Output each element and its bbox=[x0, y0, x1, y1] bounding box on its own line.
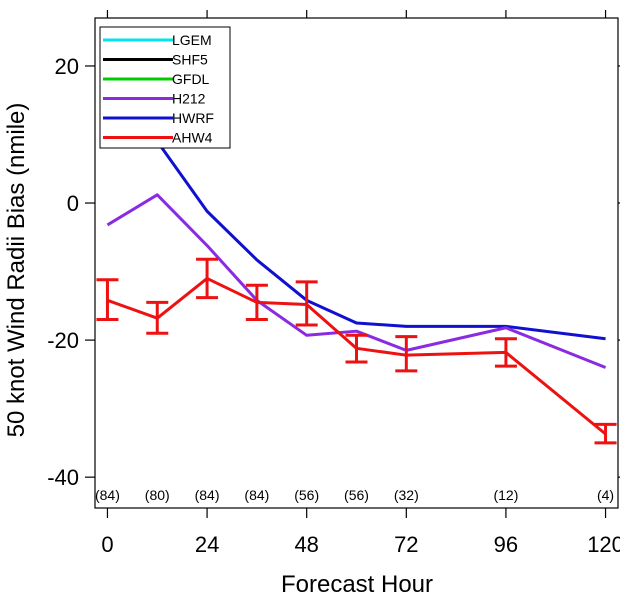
y-tick-label: 20 bbox=[55, 54, 79, 79]
legend-label: H212 bbox=[172, 91, 206, 107]
y-tick-label: -20 bbox=[47, 328, 79, 353]
sample-count-label: (32) bbox=[394, 487, 419, 503]
legend-label: AHW4 bbox=[172, 130, 213, 146]
x-tick-label: 96 bbox=[494, 532, 518, 557]
x-axis-title: Forecast Hour bbox=[281, 571, 433, 598]
y-tick-label: -40 bbox=[47, 465, 79, 490]
sample-count-label: (56) bbox=[294, 487, 319, 503]
x-tick-label: 0 bbox=[101, 532, 113, 557]
sample-count-label: (12) bbox=[493, 487, 518, 503]
legend-label: SHF5 bbox=[172, 52, 208, 68]
y-tick-label: 0 bbox=[67, 191, 79, 216]
sample-count-label: (84) bbox=[244, 487, 269, 503]
sample-count-label: (84) bbox=[195, 487, 220, 503]
x-tick-label: 48 bbox=[294, 532, 318, 557]
legend-label: GFDL bbox=[172, 71, 210, 87]
x-tick-label: 24 bbox=[195, 532, 219, 557]
x-tick-label: 72 bbox=[394, 532, 418, 557]
legend-label: HWRF bbox=[172, 110, 214, 126]
legend-label: LGEM bbox=[172, 32, 212, 48]
sample-count-label: (84) bbox=[95, 487, 120, 503]
plot-frame bbox=[94, 17, 619, 509]
legend-box bbox=[99, 26, 231, 149]
series-line-h212 bbox=[106, 193, 607, 369]
series-ahw4 bbox=[96, 257, 617, 445]
legend: LGEM SHF5 GFDL H212 HWRF AHW4 bbox=[99, 26, 231, 149]
x-tick-label: 120 bbox=[587, 532, 620, 557]
sample-count-label: (80) bbox=[145, 487, 170, 503]
sample-count-label: (56) bbox=[344, 487, 369, 503]
series-h212 bbox=[106, 193, 607, 369]
sample-count-label: (4) bbox=[597, 487, 614, 503]
y-axis-title: 50 knot Wind Radii Bias (nmile) bbox=[3, 103, 30, 438]
